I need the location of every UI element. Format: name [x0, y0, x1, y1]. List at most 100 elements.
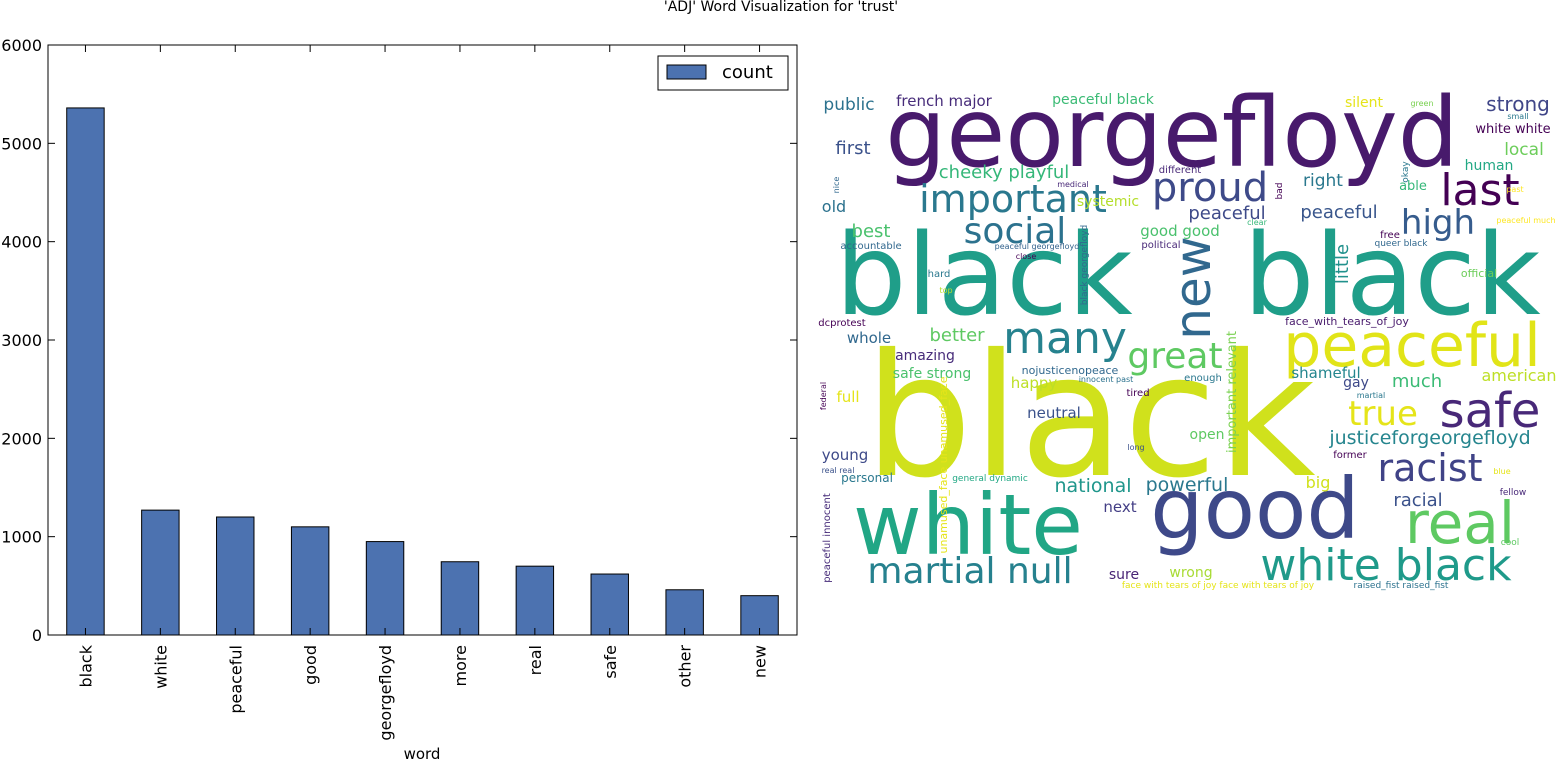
cloud-word: powerful	[1146, 474, 1229, 496]
cloud-word: federal	[819, 382, 828, 410]
bar-safe	[590, 573, 629, 636]
cloud-word: right	[1303, 171, 1343, 191]
cloud-word: okay	[1401, 161, 1411, 183]
cloud-word: first	[835, 138, 870, 159]
x-axis-label: word	[404, 745, 441, 763]
cloud-word: true	[1348, 394, 1418, 434]
cloud-word: bad	[1275, 183, 1285, 200]
x-tick-label: white	[151, 645, 170, 689]
cloud-word: general dynamic	[952, 474, 1028, 484]
cloud-word: martial null	[867, 551, 1072, 592]
legend-swatch	[666, 64, 707, 80]
y-tick-label: 4000	[1, 233, 42, 252]
cloud-word: safe strong	[893, 366, 971, 382]
cloud-word: human	[1465, 158, 1514, 174]
cloud-word: systemic	[1077, 194, 1139, 210]
cloud-word: black	[1243, 211, 1540, 341]
bar-white	[141, 509, 180, 636]
cloud-word: local	[1504, 140, 1544, 160]
cloud-word: full	[836, 388, 859, 406]
cloud-word: past	[1506, 185, 1523, 194]
cloud-word: important	[919, 177, 1107, 221]
y-tick-label: 1000	[1, 528, 42, 547]
bars-layer	[66, 107, 779, 636]
cloud-word: face with tears of joy face with tears o…	[1122, 581, 1315, 591]
cloud-word: real real	[822, 466, 855, 475]
cloud-word: black	[864, 318, 1315, 516]
cloud-word: open	[1190, 427, 1225, 443]
bar-real	[515, 565, 555, 636]
cloud-word: dcprotest	[818, 318, 865, 329]
cloud-word: proud	[1152, 165, 1268, 211]
cloud-word: peaceful black	[1052, 92, 1155, 108]
y-tick-label: 3000	[1, 331, 42, 350]
bar-more	[440, 561, 480, 636]
cloud-word: american	[1482, 366, 1557, 385]
y-tick-label: 6000	[1, 36, 42, 55]
cloud-word: old	[822, 197, 846, 216]
cloud-word: little	[1332, 244, 1353, 284]
cloud-word: real	[1405, 489, 1515, 557]
cloud-word: justiceforgeorgefloyd	[1328, 427, 1530, 449]
cloud-word: last	[1440, 165, 1519, 216]
cloud-word: many	[1003, 313, 1127, 364]
cloud-word: good good	[1140, 222, 1220, 240]
cloud-word: white	[853, 476, 1083, 574]
legend-label: count	[722, 62, 773, 83]
cloud-word: better	[929, 325, 985, 346]
cloud-word: peaceful much	[1496, 216, 1555, 225]
bar-black	[66, 107, 105, 636]
cloud-word: official	[1461, 267, 1497, 280]
x-tick-label: peaceful	[226, 645, 245, 714]
y-tick-label: 5000	[1, 134, 42, 153]
x-tick-label: good	[301, 645, 320, 685]
x-tick-label: safe	[601, 645, 620, 679]
x-tick-label: more	[451, 645, 470, 686]
cloud-word: accountable	[840, 241, 901, 252]
y-tick-label: 2000	[1, 429, 42, 448]
cloud-word: great	[1127, 336, 1222, 377]
bar-georgefloyd	[365, 541, 405, 636]
x-tick-label: new	[751, 645, 770, 678]
cloud-word: personal	[841, 471, 893, 485]
cloud-word: amazing	[895, 348, 955, 364]
legend: count	[657, 55, 789, 91]
cloud-word: young	[822, 446, 869, 464]
cloud-word: peaceful	[1300, 202, 1377, 223]
cloud-word: important relevant	[1225, 331, 1240, 453]
bar-peaceful	[216, 516, 255, 636]
cloud-word: whole	[847, 329, 891, 347]
cloud-word: black	[835, 211, 1132, 341]
cloud-word: black georgefloyd	[1080, 225, 1090, 306]
cloud-word: next	[1103, 498, 1136, 516]
x-tick-label: other	[676, 645, 695, 688]
cloud-word: much	[1392, 371, 1442, 392]
cloud-word: able	[1399, 179, 1427, 194]
cloud-word: enough	[1184, 373, 1222, 384]
cloud-word: good	[1150, 460, 1359, 558]
cloud-word: public	[823, 95, 874, 115]
cloud-word: french major	[896, 92, 993, 110]
cloud-word: white white	[1475, 122, 1550, 137]
bar-good	[290, 526, 330, 636]
cloud-word: medical	[1057, 180, 1089, 189]
cloud-word: racial	[1393, 490, 1442, 511]
y-axis: 0 1000 2000 3000 4000 5000 6000	[1, 36, 797, 645]
cloud-word: peaceful	[1283, 311, 1541, 381]
cloud-word: new	[1164, 236, 1222, 339]
cloud-word: georgefloyd	[885, 77, 1458, 189]
cloud-word: strong	[1486, 92, 1550, 116]
cloud-word: cheeky playful	[939, 162, 1069, 183]
cloud-word: national	[1054, 475, 1131, 497]
cloud-word: happy	[1011, 374, 1058, 392]
figure-title: 'ADJ' Word Visualization for 'trust'	[664, 0, 898, 15]
cloud-word: peaceful	[1188, 203, 1265, 224]
cloud-word: cool	[1501, 538, 1519, 548]
cloud-word: wrong	[1169, 565, 1212, 581]
cloud-word: safe	[1440, 383, 1541, 439]
cloud-word: long	[1127, 443, 1144, 452]
cloud-word: top	[939, 286, 952, 295]
cloud-word: silent	[1345, 95, 1384, 111]
cloud-word: fellow	[1500, 488, 1527, 498]
